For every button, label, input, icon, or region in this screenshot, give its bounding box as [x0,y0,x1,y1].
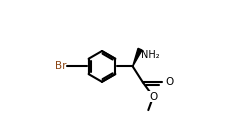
Text: O: O [165,77,173,87]
Text: NH₂: NH₂ [141,50,160,60]
Text: O: O [149,92,157,102]
Text: Br: Br [54,61,66,71]
Polygon shape [133,48,142,66]
